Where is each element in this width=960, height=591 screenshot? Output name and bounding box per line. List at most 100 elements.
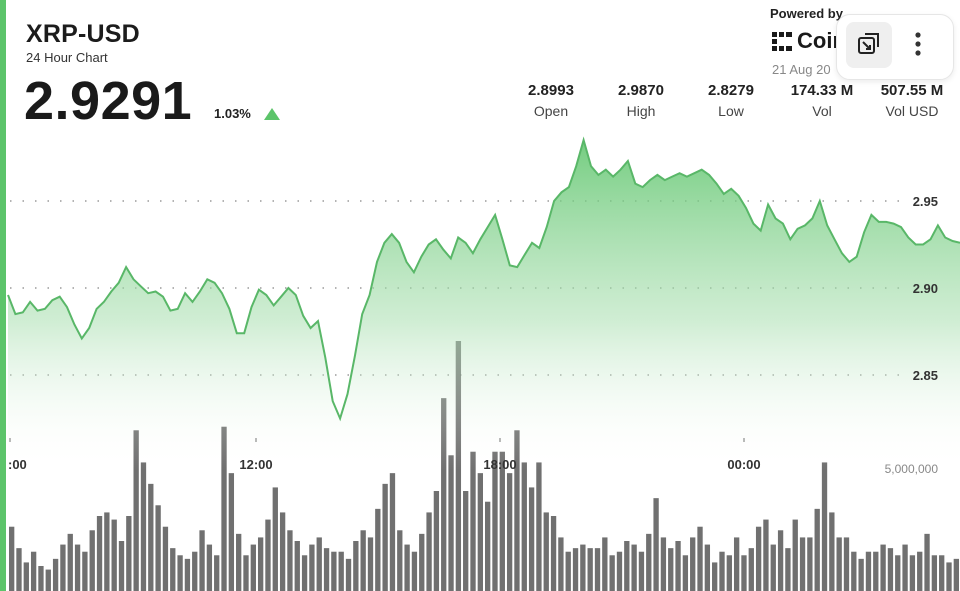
volume-bar xyxy=(448,455,454,591)
x-tick-label: 00:00 xyxy=(727,457,760,472)
volume-bar xyxy=(946,562,952,591)
volume-bar xyxy=(924,533,930,591)
volume-bar xyxy=(206,544,213,591)
volume-bar xyxy=(931,555,938,591)
volume-bar xyxy=(880,544,886,591)
y-tick-label: 2.85 xyxy=(913,368,938,383)
more-vertical-icon xyxy=(914,31,922,62)
left-accent-border xyxy=(0,0,6,591)
volume-bar xyxy=(821,462,828,591)
volume-bar xyxy=(184,558,191,591)
volume-bar xyxy=(521,462,527,591)
volume-bar xyxy=(829,512,835,591)
volume-bar xyxy=(411,551,418,591)
volume-bar xyxy=(792,519,798,591)
volume-bar xyxy=(887,548,894,591)
volume-bar xyxy=(419,533,425,591)
volume-bar xyxy=(558,537,564,591)
volume-bar xyxy=(528,487,535,591)
volume-bar xyxy=(755,526,762,591)
volume-bar xyxy=(441,398,447,591)
volume-bar xyxy=(814,508,820,591)
x-tick-label: 18:00 xyxy=(483,457,516,472)
stats-row: 2.8993 Open 2.9870 High 2.8279 Low 174.3… xyxy=(0,82,960,126)
stat-value: 507.55 M xyxy=(880,82,944,99)
volume-bar xyxy=(287,530,293,591)
volume-bar xyxy=(177,555,183,591)
volume-bar xyxy=(301,555,308,591)
volume-bar xyxy=(316,537,322,591)
price-line xyxy=(7,136,960,422)
volume-bar xyxy=(697,526,703,591)
volume-bar xyxy=(660,537,667,591)
volume-bar xyxy=(785,548,791,591)
volume-bar xyxy=(140,462,147,591)
volume-bar xyxy=(514,430,520,591)
triangle-up-icon xyxy=(264,108,280,120)
expand-external-icon xyxy=(855,29,883,62)
x-axis-ticks: :00 12:00 18:00 00:00 xyxy=(8,457,761,472)
volume-bar xyxy=(250,544,256,591)
volume-bar xyxy=(353,541,359,591)
volume-bar xyxy=(865,551,872,591)
expand-button[interactable] xyxy=(846,22,892,68)
stat-label: Open xyxy=(533,103,569,119)
volume-bar xyxy=(67,533,73,591)
volume-bar xyxy=(221,426,227,591)
volume-bar xyxy=(587,548,593,591)
volume-bar xyxy=(602,537,608,591)
volume-bar xyxy=(52,558,59,591)
volume-bar xyxy=(851,551,857,591)
volume-bar xyxy=(375,508,381,591)
current-price: 2.9291 xyxy=(24,71,193,131)
volume-bar xyxy=(272,487,278,591)
x-tick-label: :00 xyxy=(8,457,27,472)
stat-value: 2.8993 xyxy=(528,82,574,99)
stat-value: 2.8279 xyxy=(708,82,754,99)
volume-bar xyxy=(236,533,242,591)
y-tick-label: 2.90 xyxy=(913,281,938,296)
stat-volume: 174.33 M Vol xyxy=(780,82,864,119)
volume-bar xyxy=(580,544,586,591)
brand-logo[interactable]: Coin xyxy=(772,28,846,54)
volume-bar xyxy=(294,541,300,591)
volume-axis-label: 5,000,000 xyxy=(885,462,939,476)
volume-bar xyxy=(367,537,374,591)
volume-bar xyxy=(550,516,557,591)
volume-bar xyxy=(309,544,315,591)
volume-bar xyxy=(668,548,674,591)
more-options-button[interactable] xyxy=(900,28,936,64)
volume-bar xyxy=(60,544,66,591)
price-change-percent: 1.03% xyxy=(214,106,251,121)
volume-bar xyxy=(338,551,344,591)
volume-bar xyxy=(16,548,22,591)
volume-bar xyxy=(74,544,81,591)
volume-bar xyxy=(485,501,491,591)
coin-logo-icon xyxy=(772,30,794,52)
volume-bar xyxy=(162,526,169,591)
volume-bar xyxy=(23,562,29,591)
volume-bar xyxy=(397,530,403,591)
volume-bar xyxy=(89,530,95,591)
volume-bar xyxy=(675,541,681,591)
powered-by-label: Powered by xyxy=(770,6,843,21)
page-title: XRP-USD xyxy=(26,20,140,48)
volume-bar xyxy=(895,555,901,591)
volume-bar xyxy=(463,491,469,591)
stat-value: 2.9870 xyxy=(618,82,664,99)
stat-low: 2.8279 Low xyxy=(698,82,764,119)
volume-bar xyxy=(499,451,505,591)
volume-bar xyxy=(536,462,542,591)
volume-bar xyxy=(96,516,103,591)
volume-bar xyxy=(199,530,205,591)
stat-volume-usd: 507.55 M Vol USD xyxy=(872,82,952,119)
volume-bar xyxy=(726,555,732,591)
volume-bar xyxy=(719,551,725,591)
volume-bar xyxy=(111,519,117,591)
volume-bar xyxy=(690,537,696,591)
volume-bar xyxy=(909,555,916,591)
volume-bars xyxy=(9,341,959,591)
volume-bar xyxy=(470,451,476,591)
volume-bar xyxy=(155,505,161,591)
